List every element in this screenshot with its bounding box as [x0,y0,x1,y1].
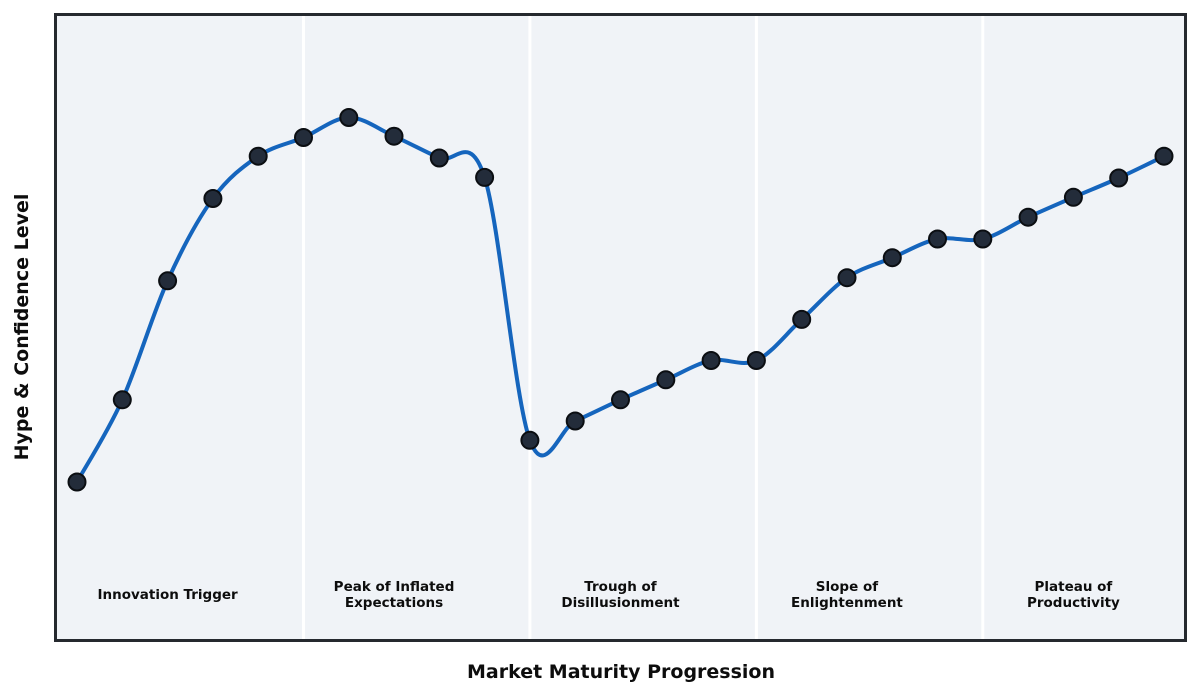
data-point-marker [837,268,857,288]
data-point-marker [248,146,268,166]
data-point-marker [112,390,132,410]
phase-label-innovation-trigger: Innovation Trigger [97,587,238,603]
y-axis-label: Hype & Confidence Level [11,193,33,461]
phase-divider-line [754,16,758,639]
phase-divider-line [528,16,532,639]
data-point-marker [882,248,902,268]
data-point-marker [792,309,812,329]
data-point-marker [339,108,359,127]
data-point-marker [203,189,223,208]
data-point-marker [67,472,87,492]
data-point-marker [1063,187,1083,207]
data-point-marker [158,271,178,291]
data-point-marker [520,430,540,450]
data-point-marker [1109,168,1129,188]
data-point-marker [294,128,313,147]
hype-cycle-curve-canvas [67,16,1174,639]
data-point-marker [928,229,947,249]
plot-area: Innovation Trigger Peak of Inflated Expe… [54,13,1187,642]
data-point-marker [611,390,630,410]
data-point-marker [973,229,993,249]
data-point-marker [656,370,676,390]
data-point-marker [475,167,495,187]
data-point-marker [1154,146,1174,166]
data-point-marker [429,148,449,168]
data-point-marker [746,351,766,370]
phase-label-peak-of-inflated-expectations: Peak of Inflated Expectations [333,579,455,611]
x-axis-label: Market Maturity Progression [466,661,776,683]
hype-curve-line [75,115,1166,484]
phase-divider-line [302,16,305,639]
phase-label-plateau-of-productivity: Plateau of Productivity [1026,579,1120,611]
data-point-marker [565,411,585,431]
phase-label-trough-of-disillusionment: Trough of Disillusionment [561,579,680,611]
data-point-marker [701,351,721,370]
phase-divider-line [981,16,985,639]
phase-label-slope-of-enlightenment: Slope of Enlightenment [791,579,903,611]
data-point-marker [384,126,404,146]
data-point-marker [1018,207,1038,227]
